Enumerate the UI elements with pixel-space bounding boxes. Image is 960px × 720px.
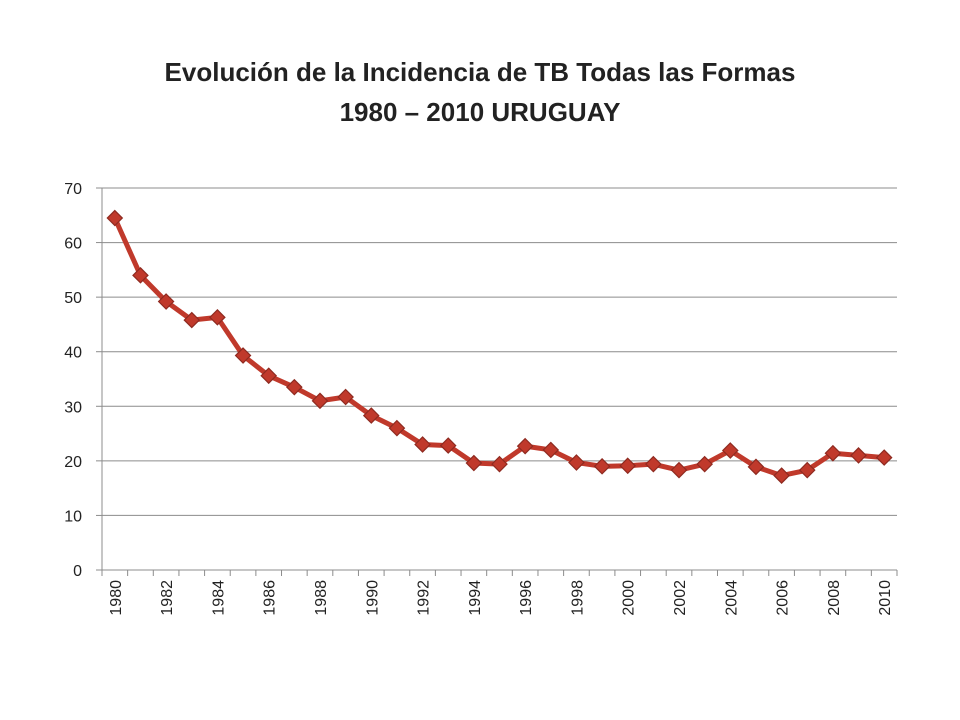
gridlines <box>102 187 897 516</box>
data-point-marker <box>465 454 483 472</box>
x-tick-label: 1990 <box>364 580 381 616</box>
data-point-marker <box>798 461 816 479</box>
data-point-marker <box>311 392 329 410</box>
data-point-marker <box>183 311 201 329</box>
data-point-marker <box>721 442 739 459</box>
x-tick-label: 1996 <box>518 580 535 616</box>
x-tick-label: 1992 <box>416 580 433 616</box>
x-tick-label: 2002 <box>672 580 689 616</box>
x-tick-label: 2008 <box>826 580 843 616</box>
data-point-marker <box>106 209 124 227</box>
x-tick-label: 2000 <box>621 580 638 616</box>
data-point-marker <box>516 437 534 455</box>
x-tick-label: 1986 <box>262 580 279 616</box>
y-tick-label: 50 <box>64 290 82 307</box>
data-point-marker <box>388 419 406 437</box>
x-tick-label: 1980 <box>108 580 125 616</box>
y-tick-labels: 0 10 20 30 40 50 60 70 <box>64 181 82 580</box>
y-tick-label: 40 <box>64 345 82 362</box>
data-point-marker <box>568 454 585 471</box>
chart-title-block: Evolución de la Incidencia de TB Todas l… <box>0 52 960 132</box>
chart-title: Evolución de la Incidencia de TB Todas l… <box>164 57 796 87</box>
x-tick-label: 1982 <box>159 580 176 616</box>
data-point-marker <box>209 308 226 326</box>
x-tick-label: 2010 <box>877 580 894 616</box>
data-point-marker <box>542 441 560 459</box>
data-point-marker <box>132 266 149 284</box>
x-tick-label: 1984 <box>210 580 227 616</box>
series-line <box>112 215 887 479</box>
data-point-marker <box>645 455 662 473</box>
x-tick-label: 1988 <box>313 580 330 616</box>
x-tick-label: 2006 <box>775 580 792 616</box>
data-point-marker <box>260 367 278 385</box>
y-tick-label: 10 <box>64 508 82 525</box>
y-tick-label: 30 <box>64 399 82 416</box>
y-tick-label: 60 <box>64 236 82 253</box>
x-tick-labels: 1980 1982 1984 1986 1988 1990 1992 1994 1996 1998… <box>108 580 894 616</box>
axes <box>96 187 898 576</box>
data-point-marker <box>439 437 457 454</box>
x-tick-label: 2004 <box>723 580 740 616</box>
chart-subtitle: 1980 – 2010 URUGUAY <box>339 97 621 127</box>
data-point-marker <box>491 455 508 473</box>
data-point-marker <box>234 347 252 364</box>
series-layer <box>106 209 893 484</box>
data-point-marker <box>414 436 431 453</box>
data-point-marker <box>824 444 842 462</box>
data-point-marker <box>696 455 714 473</box>
data-point-marker <box>850 447 867 464</box>
data-point-marker <box>670 461 688 479</box>
y-tick-label: 70 <box>64 181 82 198</box>
data-point-marker <box>593 457 611 475</box>
x-tick-label: 1998 <box>569 580 586 616</box>
data-point-marker <box>747 458 765 476</box>
data-point-marker <box>875 449 893 466</box>
data-point-marker <box>337 388 354 406</box>
data-point-marker <box>619 457 637 475</box>
data-point-marker <box>362 407 380 424</box>
y-tick-label: 20 <box>64 454 82 471</box>
data-point-marker <box>157 293 175 310</box>
data-point-marker <box>285 378 303 396</box>
data-point-marker <box>773 467 790 484</box>
x-tick-label: 1994 <box>467 580 484 616</box>
y-tick-label: 0 <box>73 563 82 580</box>
